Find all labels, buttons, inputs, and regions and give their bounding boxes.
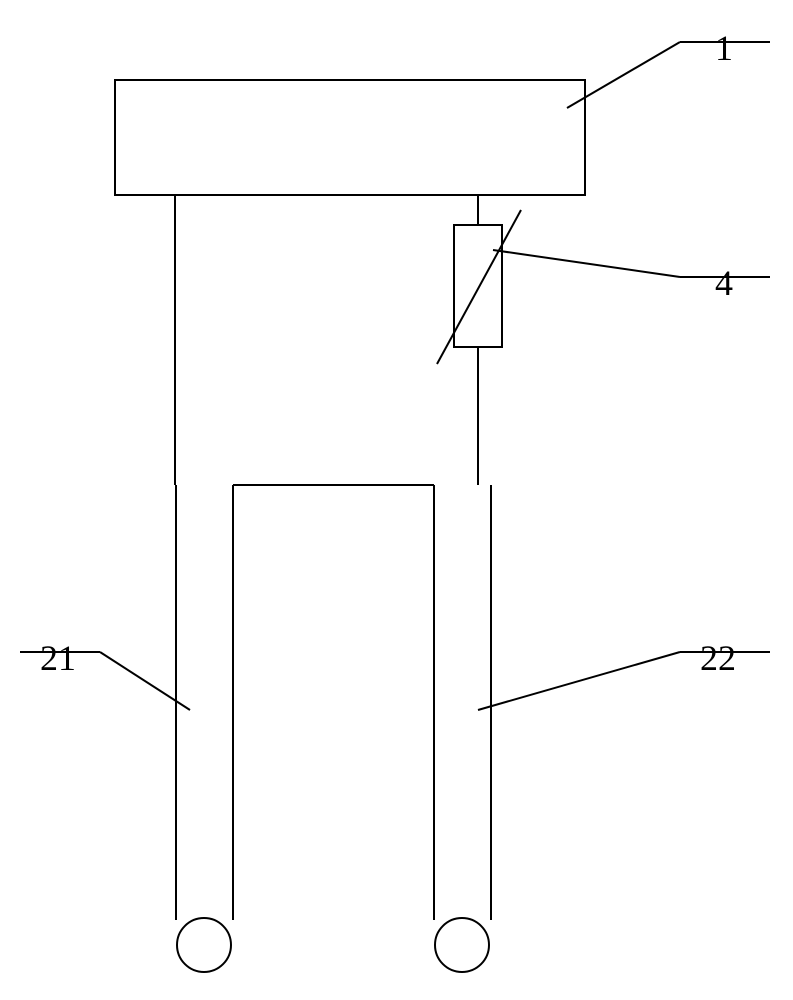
label-l21: 21 bbox=[40, 638, 76, 678]
background bbox=[0, 0, 793, 1000]
small-block bbox=[454, 225, 502, 347]
label-l22: 22 bbox=[700, 638, 736, 678]
label-l4: 4 bbox=[715, 263, 733, 303]
label-l1: 1 bbox=[715, 28, 733, 68]
